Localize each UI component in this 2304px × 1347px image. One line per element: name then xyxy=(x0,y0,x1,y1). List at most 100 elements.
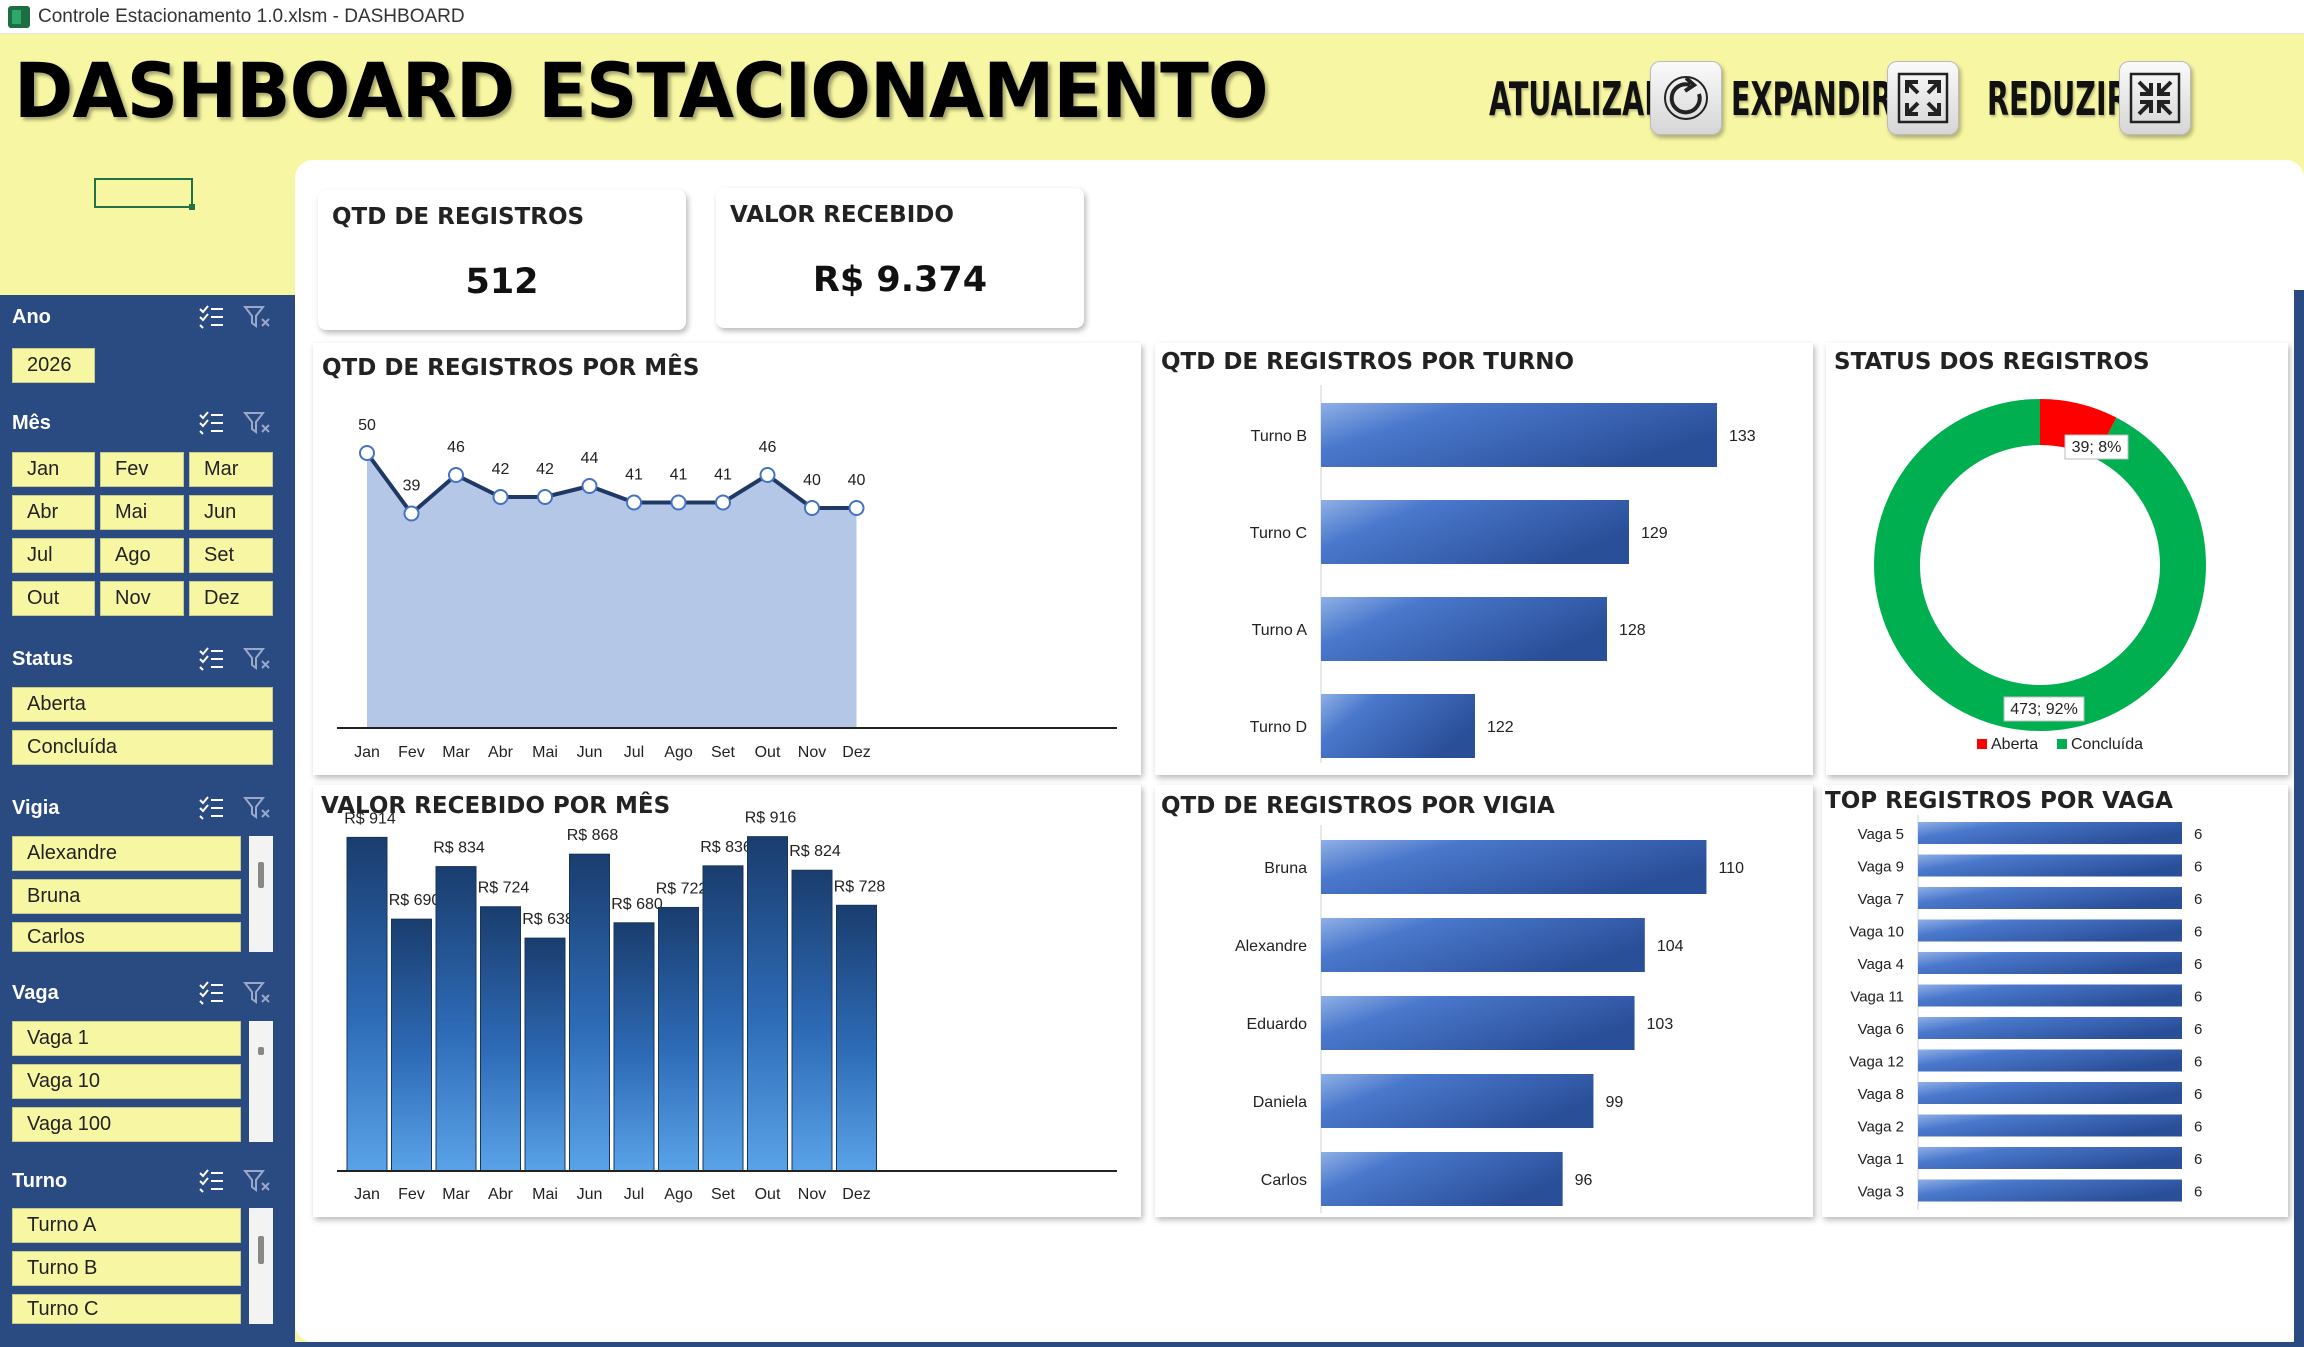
reduce-button[interactable] xyxy=(2119,61,2191,135)
bar xyxy=(1918,952,2182,974)
slicer-mes-item[interactable]: Set xyxy=(189,538,273,573)
window-title-bar: Controle Estacionamento 1.0.xlsm - DASHB… xyxy=(0,0,2304,34)
slicer-status-item[interactable]: Aberta xyxy=(12,687,273,722)
data-label: R$ 834 xyxy=(433,840,485,857)
slicer-mes-item[interactable]: Nov xyxy=(100,581,184,616)
slicer-mes-item[interactable]: Ago xyxy=(100,538,184,573)
slicer-mes-item[interactable]: Mai xyxy=(100,495,184,530)
slicer-mes-item[interactable]: Fev xyxy=(100,452,184,487)
kpi-valor-value: R$ 9.374 xyxy=(812,260,988,300)
data-label: 6 xyxy=(2194,924,2202,941)
slicer-vaga-item[interactable]: Vaga 100 xyxy=(12,1107,241,1142)
data-label: 41 xyxy=(714,467,732,484)
chart-status-panel: STATUS DOS REGISTROS 39; 8% 473; 92% Abert… xyxy=(1826,343,2288,775)
right-edge-bar xyxy=(2294,290,2304,1347)
bar xyxy=(569,853,610,1172)
bar xyxy=(391,918,432,1172)
multi-select-icon[interactable] xyxy=(197,980,225,1006)
chart-registros-mes: 50 Jan 39 Fev 46 Mar 42 Abr 42 Mai 44 Jun 41 Jul 41 Ago… xyxy=(337,417,1117,761)
bar xyxy=(1321,996,1635,1050)
slicer-turno-item[interactable]: Turno A xyxy=(12,1208,241,1243)
y-tick-label: Vaga 7 xyxy=(1858,891,1904,908)
bar xyxy=(702,865,744,1172)
x-tick-label: Nov xyxy=(798,744,826,761)
bar xyxy=(1918,1049,2182,1072)
chart-status-title: STATUS DOS REGISTROS xyxy=(1834,349,2150,375)
series-line xyxy=(365,451,857,517)
slicer-mes-item[interactable]: Jun xyxy=(189,495,273,530)
data-label: 129 xyxy=(1641,525,1668,542)
data-label: 42 xyxy=(492,461,510,478)
slicer-vigia-scrollbar[interactable] xyxy=(249,836,273,952)
slicer-vigia-item[interactable]: Alexandre xyxy=(12,836,241,871)
multi-select-icon[interactable] xyxy=(197,795,225,821)
data-label: 41 xyxy=(625,467,643,484)
slicer-mes-item[interactable]: Jan xyxy=(12,452,95,487)
clear-filter-icon[interactable] xyxy=(243,1168,271,1194)
slicer-mes-item[interactable]: Dez xyxy=(189,581,273,616)
bar xyxy=(1918,1017,2182,1039)
y-tick-label: Eduardo xyxy=(1247,1016,1308,1033)
data-label: 6 xyxy=(2194,1151,2202,1168)
refresh-label[interactable]: ATUALIZAR xyxy=(1489,72,1667,126)
data-point xyxy=(715,494,731,511)
slicer-turno-item[interactable]: Turno C xyxy=(12,1294,241,1324)
reduce-label[interactable]: REDUZIR xyxy=(1987,72,2129,126)
expand-button[interactable] xyxy=(1887,61,1959,135)
data-point xyxy=(537,489,553,505)
slicer-status-item[interactable]: Concluída xyxy=(12,730,273,765)
selected-cell[interactable] xyxy=(94,178,195,210)
clear-filter-icon[interactable] xyxy=(243,410,271,436)
x-tick-label: Jan xyxy=(354,744,380,761)
slicer-vaga-item[interactable]: Vaga 1 xyxy=(12,1021,241,1056)
slicer-vaga-title: Vaga xyxy=(12,982,59,1004)
y-tick-label: Turno B xyxy=(1251,428,1307,445)
kpi-registros-title: QTD DE REGISTROS xyxy=(332,204,585,230)
data-point xyxy=(848,500,865,516)
data-label: 40 xyxy=(803,472,821,489)
y-tick-label: Daniela xyxy=(1253,1094,1307,1111)
data-label: 133 xyxy=(1729,428,1756,445)
slicer-vaga-item[interactable]: Vaga 10 xyxy=(12,1064,241,1099)
x-tick-label: Ago xyxy=(664,744,693,761)
y-tick-label: Turno A xyxy=(1252,622,1308,639)
data-label: 46 xyxy=(759,439,777,456)
multi-select-icon[interactable] xyxy=(197,646,225,672)
slicer-ano-item[interactable]: 2026 xyxy=(12,348,95,383)
bar xyxy=(1918,822,2182,844)
slicer-turno-scrollbar[interactable] xyxy=(249,1208,273,1324)
x-tick-label: Abr xyxy=(488,1186,514,1203)
bottom-edge-bar xyxy=(295,1342,2304,1347)
data-point xyxy=(403,505,420,522)
slicer-mes-item[interactable]: Jul xyxy=(12,538,95,573)
kpi-valor-title: VALOR RECEBIDO xyxy=(730,202,954,228)
x-tick-label: Dez xyxy=(842,1186,870,1203)
slicer-mes-item[interactable]: Mar xyxy=(189,452,273,487)
slicer-mes-item[interactable]: Out xyxy=(12,581,95,616)
clear-filter-icon[interactable] xyxy=(243,980,271,1006)
data-label: R$ 724 xyxy=(478,880,530,897)
data-label: R$ 690 xyxy=(389,892,441,909)
clear-filter-icon[interactable] xyxy=(243,304,271,330)
multi-select-icon[interactable] xyxy=(197,410,225,436)
slicer-vaga-scrollbar[interactable] xyxy=(249,1021,273,1142)
bar xyxy=(1321,1074,1594,1128)
chart-vigia-panel: QTD DE REGISTROS POR VIGIA Bruna 110 Alexa… xyxy=(1155,785,1813,1217)
slicer-vigia-item[interactable]: Carlos xyxy=(12,922,241,952)
slicer-mes-item[interactable]: Abr xyxy=(12,495,95,530)
multi-select-icon[interactable] xyxy=(197,304,225,330)
chart-valor-mes: R$ 914 Jan R$ 690 Fev R$ 834 Mar R$ 724 Abr R$ 6… xyxy=(337,810,1117,1203)
slicer-turno-item[interactable]: Turno B xyxy=(12,1251,241,1286)
bar xyxy=(1918,1179,2182,1202)
clear-filter-icon[interactable] xyxy=(243,646,271,672)
x-tick-label: Jan xyxy=(354,1186,380,1203)
expand-label[interactable]: EXPANDIR xyxy=(1731,72,1893,126)
y-tick-label: Turno D xyxy=(1250,719,1307,736)
slicer-vigia-item[interactable]: Bruna xyxy=(12,879,241,914)
clear-filter-icon[interactable] xyxy=(243,795,271,821)
refresh-button[interactable] xyxy=(1650,61,1722,135)
data-label: 6 xyxy=(2194,1119,2202,1136)
x-tick-label: Mai xyxy=(532,1186,558,1203)
multi-select-icon[interactable] xyxy=(197,1168,225,1194)
data-label: 42 xyxy=(536,461,554,478)
